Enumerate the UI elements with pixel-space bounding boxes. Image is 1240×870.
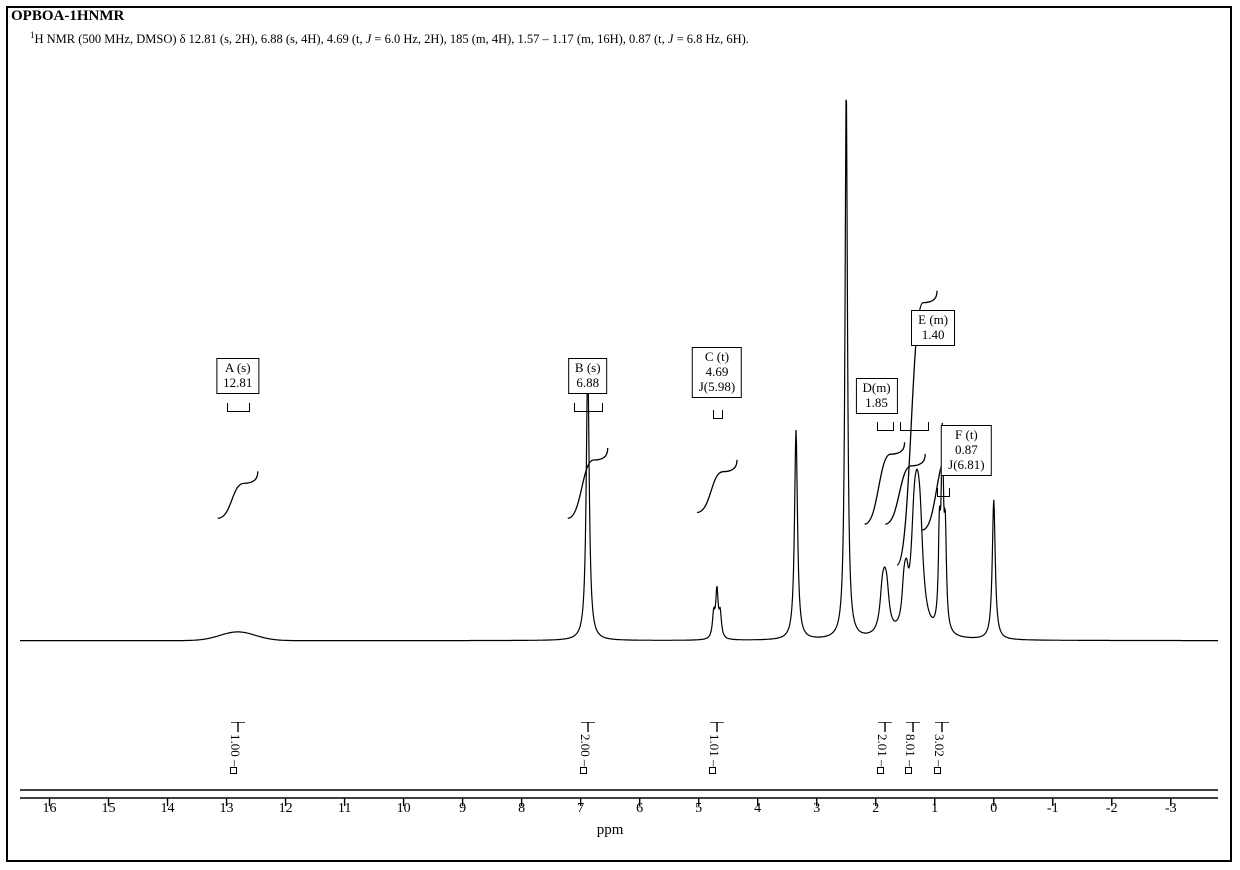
peak-range-bracket (900, 422, 929, 431)
peak-range-bracket (574, 403, 603, 412)
nmr-spectrum-svg (8, 8, 1230, 860)
peak-range-bracket (877, 422, 894, 431)
axis-tick-label: 9 (459, 801, 466, 817)
axis-tick-label: 0 (990, 801, 997, 817)
axis-tick-label: 13 (220, 801, 234, 817)
integral-value: 1.01 – (706, 734, 722, 774)
axis-tick-label: 2 (872, 801, 879, 817)
peak-label-D: D(m)1.85 (855, 378, 897, 414)
axis-tick-label: 11 (338, 801, 351, 817)
axis-tick-label: 6 (636, 801, 643, 817)
axis-tick-label: 8 (518, 801, 525, 817)
axis-tick-label: 5 (695, 801, 702, 817)
axis-tick-label: 3 (813, 801, 820, 817)
nmr-frame: OPBOA-1HNMR 1H NMR (500 MHz, DMSO) δ 12.… (6, 6, 1232, 862)
axis-tick-label: 10 (397, 801, 411, 817)
axis-tick-label: 12 (279, 801, 293, 817)
integral-value: 3.02 – (931, 734, 947, 774)
axis-tick-label: 4 (754, 801, 761, 817)
axis-tick-label: 1 (931, 801, 938, 817)
axis-tick-label: -2 (1106, 801, 1118, 817)
integral-value: 1.00 – (227, 734, 243, 774)
axis-tick-label: 16 (43, 801, 57, 817)
integral-value: 2.00 – (577, 734, 593, 774)
axis-tick-label: 15 (102, 801, 116, 817)
peak-range-bracket (713, 410, 724, 419)
axis-tick-label: 14 (161, 801, 175, 817)
peak-label-E: E (m)1.40 (911, 310, 955, 346)
peak-range-bracket (937, 488, 950, 497)
peak-label-F: F (t)0.87J(6.81) (941, 425, 991, 476)
axis-label: ppm (597, 822, 624, 839)
peak-label-B: B (s)6.88 (568, 358, 608, 394)
peak-label-C: C (t)4.69J(5.98) (692, 347, 742, 398)
axis-tick-label: -1 (1047, 801, 1059, 817)
peak-range-bracket (227, 403, 250, 412)
integral-value: 2.01 – (874, 734, 890, 774)
integral-value: 8.01 – (902, 734, 918, 774)
peak-label-A: A (s)12.81 (216, 358, 259, 394)
axis-tick-label: 7 (577, 801, 584, 817)
axis-tick-label: -3 (1165, 801, 1177, 817)
